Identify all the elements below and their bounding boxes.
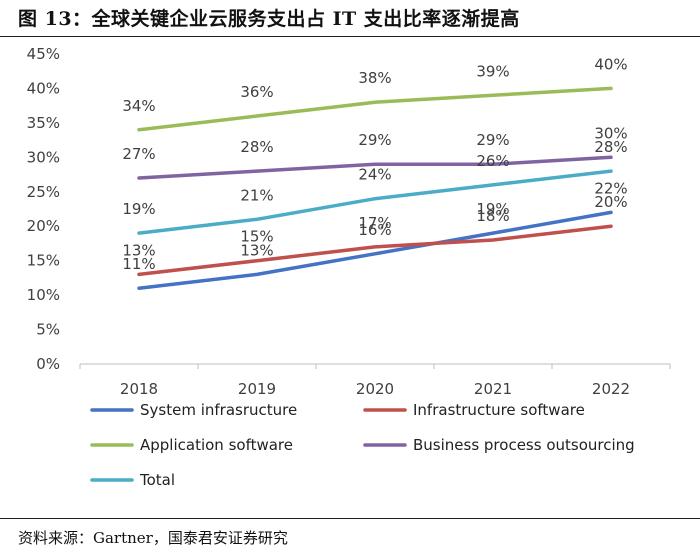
series-line-1: [137, 210, 613, 290]
y-tick-label: 0%: [36, 355, 60, 373]
series-line-4: [137, 155, 613, 180]
y-tick-label: 25%: [27, 183, 60, 201]
y-tick-label: 40%: [27, 79, 60, 97]
data-label: 11%: [122, 255, 155, 273]
data-label: 38%: [358, 69, 391, 87]
data-label: 39%: [476, 62, 509, 80]
series-line-3: [137, 86, 613, 132]
data-label: 26%: [476, 152, 509, 170]
x-tick-label: 2022: [592, 380, 630, 398]
legend-label: Infrastructure software: [413, 401, 585, 419]
series-line-2: [137, 224, 613, 277]
y-tick-label: 35%: [27, 114, 60, 132]
data-label: 20%: [594, 193, 627, 211]
legend-label: Application software: [140, 436, 293, 454]
series-line-5: [137, 169, 613, 235]
source-note: 资料来源：Gartner，国泰君安证券研究: [18, 529, 288, 547]
data-label: 17%: [358, 214, 391, 232]
y-tick-label: 20%: [27, 217, 60, 235]
y-tick-label: 15%: [27, 252, 60, 270]
x-tick-label: 2020: [356, 380, 394, 398]
data-label: 36%: [240, 83, 273, 101]
y-tick-label: 5%: [36, 321, 60, 339]
legend-label: Business process outsourcing: [413, 436, 635, 454]
data-label: 22%: [594, 179, 627, 197]
source-rule: [0, 518, 700, 519]
legend-label: Total: [139, 471, 175, 489]
line-chart: 0% 5% 10% 15% 20% 25% 30% 35% 40% 45% 2018 2019 2020…: [27, 45, 671, 489]
data-label: 13%: [122, 241, 155, 259]
data-label: 21%: [240, 186, 273, 204]
data-label: 29%: [358, 131, 391, 149]
data-label: 16%: [358, 221, 391, 239]
title-rule: [0, 36, 700, 37]
x-tick-label: 2018: [120, 380, 158, 398]
data-label: 13%: [240, 241, 273, 259]
data-label: 15%: [240, 228, 273, 246]
data-label: 28%: [594, 138, 627, 156]
legend-label: System infrasructure: [140, 401, 297, 419]
data-label: 29%: [476, 131, 509, 149]
y-tick-label: 45%: [27, 45, 60, 63]
data-label: 19%: [122, 200, 155, 218]
data-label: 34%: [122, 97, 155, 115]
data-label: 24%: [358, 166, 391, 184]
data-label: 27%: [122, 145, 155, 163]
data-label: 40%: [594, 55, 627, 73]
chart-title: 图 13：全球关键企业云服务支出占 IT 支出比率逐渐提高: [18, 8, 520, 30]
x-tick-label: 2019: [238, 380, 276, 398]
data-label: 19%: [476, 200, 509, 218]
data-label: 18%: [476, 207, 509, 225]
y-tick-label: 30%: [27, 148, 60, 166]
x-tick-label: 2021: [474, 380, 512, 398]
y-tick-label: 10%: [27, 286, 60, 304]
data-label: 30%: [594, 124, 627, 142]
data-label: 28%: [240, 138, 273, 156]
